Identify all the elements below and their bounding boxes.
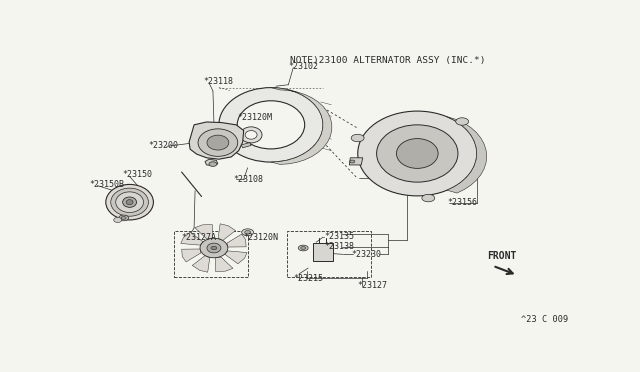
Text: *23150B: *23150B (89, 180, 124, 189)
FancyBboxPatch shape (313, 243, 333, 262)
Ellipse shape (126, 200, 133, 205)
Text: *23230: *23230 (352, 250, 382, 259)
Circle shape (298, 245, 308, 251)
Ellipse shape (200, 238, 228, 258)
Polygon shape (218, 224, 236, 240)
Ellipse shape (240, 127, 262, 143)
Text: FRONT: FRONT (487, 251, 516, 261)
Circle shape (350, 160, 355, 163)
Polygon shape (182, 249, 201, 262)
Ellipse shape (116, 192, 143, 212)
Ellipse shape (358, 111, 477, 196)
Ellipse shape (207, 243, 221, 253)
Ellipse shape (245, 131, 257, 139)
Ellipse shape (106, 185, 154, 220)
Ellipse shape (376, 125, 458, 182)
Circle shape (121, 217, 126, 219)
Ellipse shape (123, 197, 136, 207)
Polygon shape (447, 117, 487, 193)
Circle shape (118, 215, 129, 221)
Circle shape (422, 194, 435, 202)
Polygon shape (227, 234, 246, 247)
Circle shape (301, 247, 306, 250)
Text: *23156: *23156 (447, 198, 477, 207)
Ellipse shape (114, 217, 122, 222)
Polygon shape (180, 232, 203, 245)
Circle shape (209, 162, 217, 166)
Polygon shape (349, 158, 363, 165)
Polygon shape (241, 142, 251, 148)
Text: *23127A: *23127A (182, 234, 217, 243)
Text: *23127: *23127 (358, 281, 388, 290)
Ellipse shape (237, 101, 305, 149)
Text: *23120M: *23120M (237, 113, 273, 122)
Text: NOTE)23100 ALTERNATOR ASSY (INC.*): NOTE)23100 ALTERNATOR ASSY (INC.*) (290, 55, 485, 64)
Polygon shape (271, 87, 332, 164)
Ellipse shape (396, 139, 438, 169)
Text: *23150: *23150 (123, 170, 153, 179)
Circle shape (242, 229, 253, 236)
Text: ^23 C 009: ^23 C 009 (522, 315, 568, 324)
Polygon shape (225, 251, 247, 264)
Text: *23102: *23102 (288, 62, 318, 71)
Text: *23120N: *23120N (244, 234, 278, 243)
Ellipse shape (198, 129, 237, 156)
Polygon shape (195, 225, 212, 239)
Polygon shape (205, 159, 218, 166)
Circle shape (456, 118, 468, 125)
Polygon shape (189, 122, 244, 159)
Text: *23215: *23215 (293, 274, 323, 283)
Circle shape (211, 246, 217, 250)
Ellipse shape (111, 188, 148, 216)
Circle shape (244, 231, 251, 234)
Ellipse shape (219, 87, 323, 162)
Polygon shape (215, 257, 233, 272)
Text: *23200: *23200 (148, 141, 178, 150)
Text: *23118: *23118 (203, 77, 233, 86)
Ellipse shape (207, 135, 229, 150)
Circle shape (351, 134, 364, 142)
Text: *23108: *23108 (234, 175, 264, 184)
Text: *23138: *23138 (324, 242, 354, 251)
Polygon shape (192, 256, 210, 272)
Text: *23135: *23135 (324, 232, 354, 241)
